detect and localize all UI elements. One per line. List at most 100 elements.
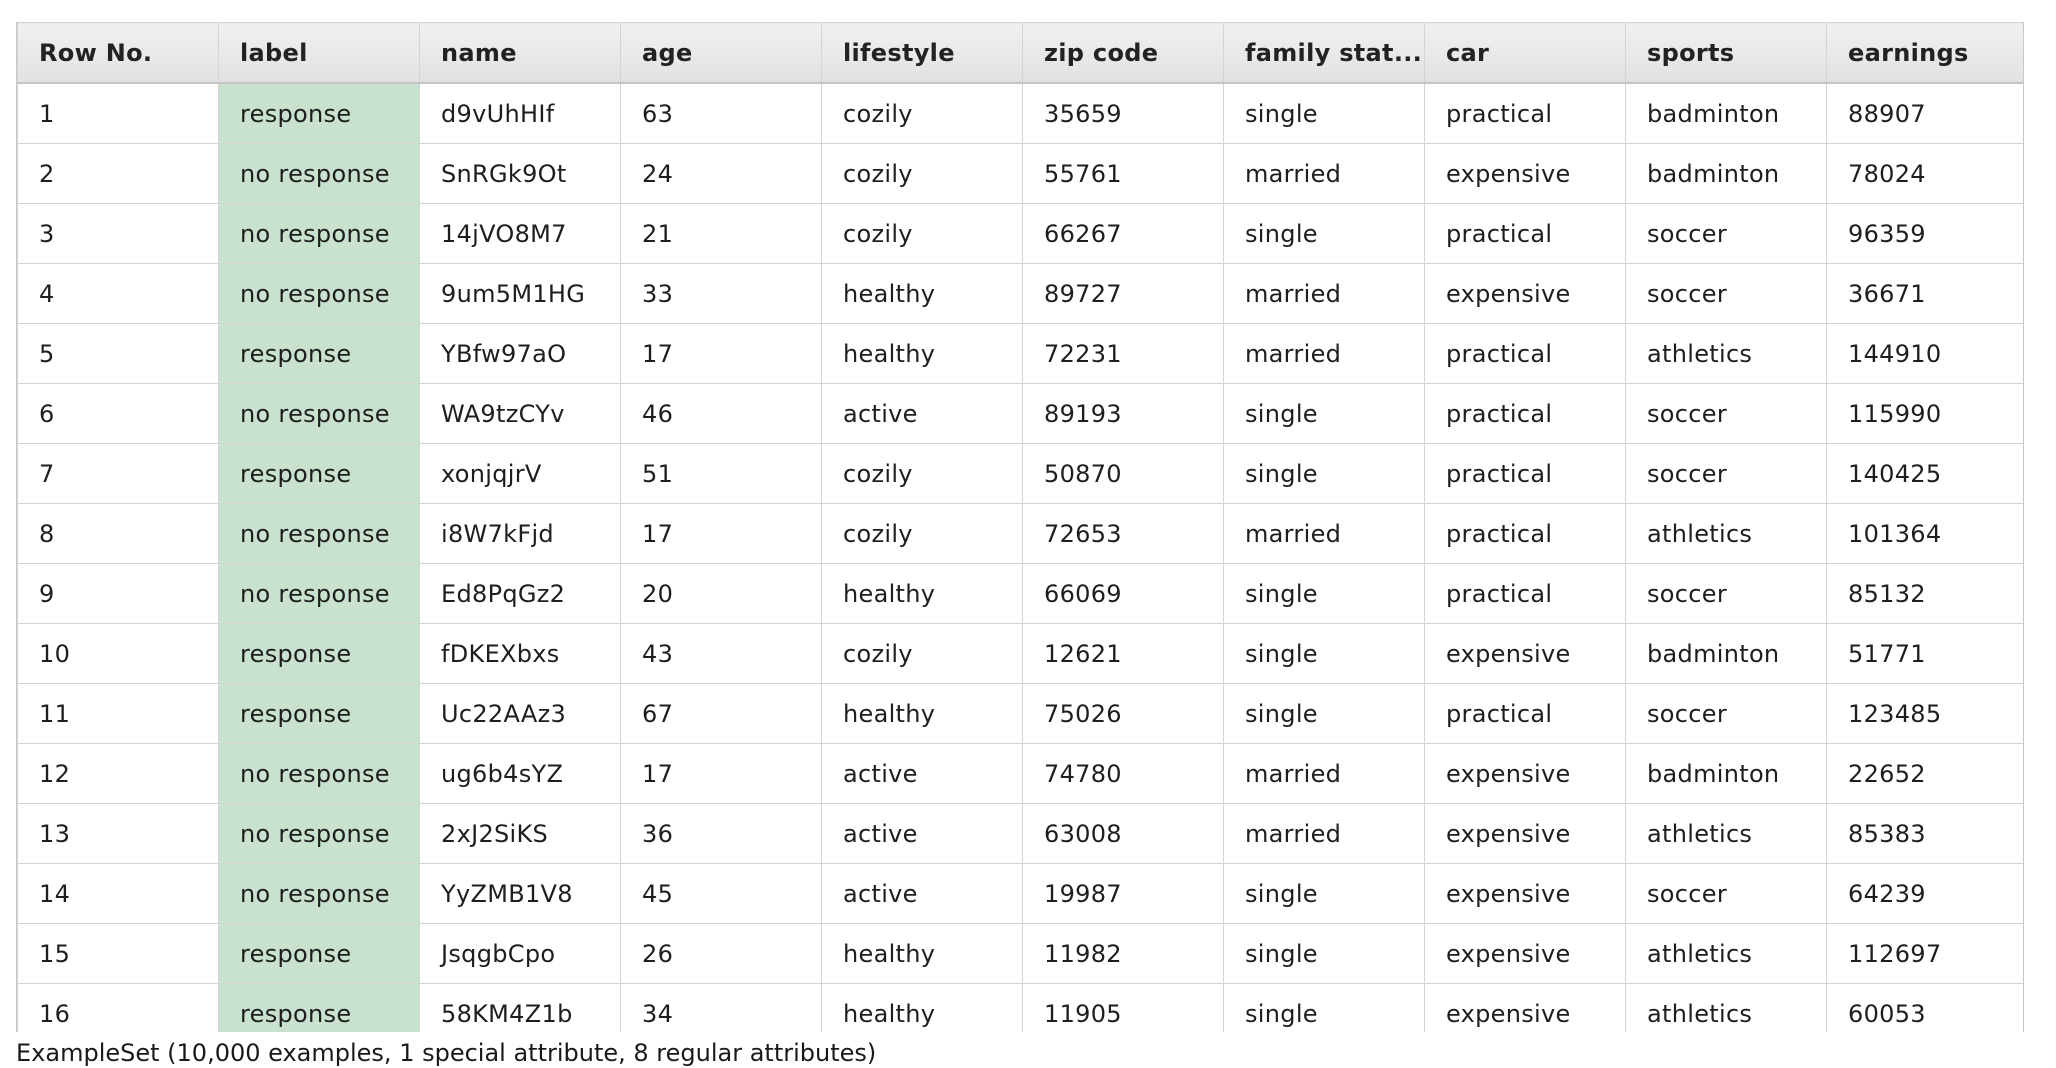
cell-label: no response	[218, 503, 420, 564]
cell-lifestyle: cozily	[821, 143, 1023, 204]
cell-car: expensive	[1424, 983, 1626, 1032]
cell-age: 63	[620, 82, 822, 144]
cell-row-no: 13	[17, 803, 219, 864]
cell-row-no: 16	[17, 983, 219, 1032]
header-row: Row No. label name age lifestyle zip code fami…	[17, 22, 2023, 84]
cell-zip-code: 35659	[1022, 82, 1224, 144]
table-header: Row No. label name age lifestyle zip code fami…	[17, 22, 2023, 84]
cell-family-status: married	[1223, 323, 1425, 384]
cell-sports: badminton	[1625, 82, 1827, 144]
cell-family-status: married	[1223, 503, 1425, 564]
cell-family-status: married	[1223, 743, 1425, 804]
cell-earnings: 140425	[1826, 443, 2023, 504]
column-header-age[interactable]: age	[620, 22, 822, 84]
column-header-family-status[interactable]: family stat...	[1223, 22, 1425, 84]
cell-row-no: 6	[17, 383, 219, 444]
cell-family-status: single	[1223, 443, 1425, 504]
cell-earnings: 88907	[1826, 82, 2023, 144]
table-row[interactable]: 14 no response YyZMB1V8 45 active 19987 single…	[17, 863, 2023, 924]
cell-label: no response	[218, 803, 420, 864]
table-row[interactable]: 3 no response 14jVO8M7 21 cozily 66267 single p…	[17, 203, 2023, 264]
column-header-earnings[interactable]: earnings	[1826, 22, 2023, 84]
table-row[interactable]: 15 response JsqgbCpo 26 healthy 11982 single ex…	[17, 923, 2023, 984]
column-header-car[interactable]: car	[1424, 22, 1626, 84]
cell-name: d9vUhHIf	[419, 82, 621, 144]
column-header-zip-code[interactable]: zip code	[1022, 22, 1224, 84]
cell-sports: soccer	[1625, 383, 1827, 444]
cell-car: practical	[1424, 82, 1626, 144]
cell-age: 51	[620, 443, 822, 504]
cell-car: practical	[1424, 683, 1626, 744]
cell-car: practical	[1424, 443, 1626, 504]
column-header-lifestyle[interactable]: lifestyle	[821, 22, 1023, 84]
column-header-sports[interactable]: sports	[1625, 22, 1827, 84]
cell-name: YBfw97aO	[419, 323, 621, 384]
cell-zip-code: 55761	[1022, 143, 1224, 204]
cell-earnings: 123485	[1826, 683, 2023, 744]
cell-family-status: single	[1223, 82, 1425, 144]
table-row[interactable]: 2 no response SnRGk9Ot 24 cozily 55761 married…	[17, 143, 2023, 204]
table-row[interactable]: 1 response d9vUhHIf 63 cozily 35659 single prac…	[17, 82, 2023, 144]
table-row[interactable]: 13 no response 2xJ2SiKS 36 active 63008 marrie…	[17, 803, 2023, 864]
cell-name: xonjqjrV	[419, 443, 621, 504]
cell-row-no: 4	[17, 263, 219, 324]
cell-name: SnRGk9Ot	[419, 143, 621, 204]
cell-sports: badminton	[1625, 743, 1827, 804]
column-header-row-no[interactable]: Row No.	[17, 22, 219, 84]
cell-row-no: 3	[17, 203, 219, 264]
table-row[interactable]: 9 no response Ed8PqGz2 20 healthy 66069 single…	[17, 563, 2023, 624]
cell-age: 17	[620, 743, 822, 804]
cell-family-status: married	[1223, 803, 1425, 864]
table-row[interactable]: 12 no response ug6b4sYZ 17 active 74780 marrie…	[17, 743, 2023, 804]
cell-sports: badminton	[1625, 143, 1827, 204]
table-row[interactable]: 4 no response 9um5M1HG 33 healthy 89727 marrie…	[17, 263, 2023, 324]
cell-label: no response	[218, 263, 420, 324]
table-row[interactable]: 11 response Uc22AAz3 67 healthy 75026 single pr…	[17, 683, 2023, 744]
cell-family-status: single	[1223, 683, 1425, 744]
cell-row-no: 2	[17, 143, 219, 204]
cell-label: no response	[218, 743, 420, 804]
table-row[interactable]: 6 no response WA9tzCYv 46 active 89193 single p…	[17, 383, 2023, 444]
cell-row-no: 8	[17, 503, 219, 564]
cell-earnings: 85383	[1826, 803, 2023, 864]
cell-zip-code: 72653	[1022, 503, 1224, 564]
cell-label: response	[218, 923, 420, 984]
cell-family-status: single	[1223, 623, 1425, 684]
cell-family-status: single	[1223, 563, 1425, 624]
table-row[interactable]: 16 response 58KM4Z1b 34 healthy 11905 single ex…	[17, 983, 2023, 1032]
cell-label: response	[218, 623, 420, 684]
cell-name: i8W7kFjd	[419, 503, 621, 564]
cell-sports: soccer	[1625, 263, 1827, 324]
cell-earnings: 101364	[1826, 503, 2023, 564]
table-row[interactable]: 10 response fDKEXbxs 43 cozily 12621 single exp…	[17, 623, 2023, 684]
cell-car: expensive	[1424, 803, 1626, 864]
cell-earnings: 112697	[1826, 923, 2023, 984]
cell-zip-code: 75026	[1022, 683, 1224, 744]
cell-label: no response	[218, 203, 420, 264]
cell-sports: soccer	[1625, 863, 1827, 924]
cell-age: 36	[620, 803, 822, 864]
cell-name: 58KM4Z1b	[419, 983, 621, 1032]
cell-name: fDKEXbxs	[419, 623, 621, 684]
cell-row-no: 12	[17, 743, 219, 804]
column-header-name[interactable]: name	[419, 22, 621, 84]
cell-lifestyle: active	[821, 863, 1023, 924]
cell-car: expensive	[1424, 623, 1626, 684]
cell-name: JsqgbCpo	[419, 923, 621, 984]
cell-lifestyle: active	[821, 743, 1023, 804]
table-row[interactable]: 8 no response i8W7kFjd 17 cozily 72653 married…	[17, 503, 2023, 564]
example-set-table-view[interactable]: Row No. label name age lifestyle zip code fami…	[16, 22, 2024, 1032]
cell-row-no: 7	[17, 443, 219, 504]
cell-label: no response	[218, 383, 420, 444]
cell-name: ug6b4sYZ	[419, 743, 621, 804]
cell-car: expensive	[1424, 863, 1626, 924]
cell-lifestyle: healthy	[821, 683, 1023, 744]
cell-car: practical	[1424, 323, 1626, 384]
table-row[interactable]: 5 response YBfw97aO 17 healthy 72231 married pr…	[17, 323, 2023, 384]
cell-lifestyle: active	[821, 803, 1023, 864]
cell-age: 45	[620, 863, 822, 924]
cell-car: practical	[1424, 563, 1626, 624]
table-row[interactable]: 7 response xonjqjrV 51 cozily 50870 single prac…	[17, 443, 2023, 504]
column-header-label[interactable]: label	[218, 22, 420, 84]
cell-row-no: 5	[17, 323, 219, 384]
